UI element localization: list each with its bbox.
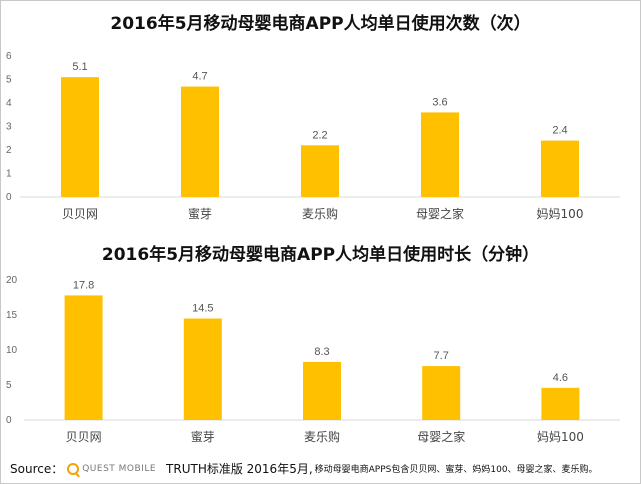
y-tick-label: 6	[6, 51, 12, 62]
chart-title-usage-duration: 2016年5月移动母婴电商APP人均单日使用时长（分钟）	[101, 245, 540, 265]
source-label: Source：	[10, 462, 64, 476]
source-footer: Source： QUEST MOBILE TRUTH标准版 2016年5月, 移…	[10, 460, 635, 477]
bar-value-label: 14.5	[192, 303, 213, 315]
bar-value-label: 3.6	[432, 96, 447, 108]
bar-chart-usage-count: 0 1 2 3 4 5 6 5.1 贝贝网 4.7 蜜芽 2.2 麦乐购 3.6 母婴之家 2.4 妈妈100	[6, 51, 620, 221]
bar-4	[422, 366, 461, 420]
bar-value-label: 2.4	[552, 125, 567, 137]
category-label: 母婴之家	[417, 429, 465, 444]
category-label: 贝贝网	[66, 430, 102, 444]
bar-value-label: 2.2	[312, 129, 327, 141]
bar-5	[541, 140, 579, 197]
y-tick-label: 2	[6, 145, 12, 156]
bar-1	[64, 295, 103, 420]
category-label: 麦乐购	[304, 429, 340, 444]
y-tick-label: 3	[6, 122, 12, 133]
y-tick-label: 1	[6, 169, 12, 180]
y-tick-label: 20	[6, 275, 18, 286]
chart-title-usage-count: 2016年5月移动母婴电商APP人均单日使用次数（次）	[110, 14, 531, 34]
bar-value-label: 17.8	[73, 279, 94, 291]
category-label: 妈妈100	[537, 207, 584, 221]
bar-3	[303, 361, 341, 420]
quest-mobile-logo-icon	[67, 462, 80, 475]
category-label: 麦乐购	[302, 206, 338, 221]
category-label: 母婴之家	[416, 206, 464, 221]
y-tick-label: 5	[6, 75, 12, 86]
bar-3	[301, 145, 339, 197]
category-label: 蜜芽	[191, 429, 215, 444]
source-note-detail: 移动母婴电商APPS包含贝贝网、蜜芽、妈妈100、母婴之家、麦乐购。	[314, 465, 598, 475]
y-tick-label: 5	[6, 380, 12, 391]
bar-value-label: 5.1	[72, 61, 87, 73]
bar-value-label: 4.7	[192, 71, 207, 83]
bar-chart-usage-duration: 0 5 10 15 20 17.8 贝贝网 14.5 蜜芽 8.3 麦乐购 7.7 母婴之家 4.6 妈妈1…	[6, 275, 620, 444]
bar-value-label: 8.3	[314, 346, 329, 358]
bar-value-label: 7.7	[434, 350, 449, 362]
bar-value-label: 4.6	[553, 372, 568, 384]
category-label: 蜜芽	[188, 206, 212, 221]
bar-1	[61, 77, 99, 197]
y-tick-label: 4	[6, 98, 12, 109]
y-tick-label: 10	[6, 345, 18, 356]
bar-4	[421, 112, 459, 197]
source-note-main: TRUTH标准版 2016年5月,	[166, 462, 313, 476]
bar-5	[541, 387, 580, 420]
category-label: 妈妈100	[537, 430, 584, 444]
y-tick-label: 0	[6, 415, 12, 426]
y-tick-label: 0	[6, 192, 12, 203]
logo-text: QUEST MOBILE	[82, 463, 157, 474]
bar-2	[183, 318, 222, 420]
bar-2	[181, 86, 219, 197]
y-tick-label: 15	[6, 310, 18, 321]
category-label: 贝贝网	[62, 207, 98, 221]
